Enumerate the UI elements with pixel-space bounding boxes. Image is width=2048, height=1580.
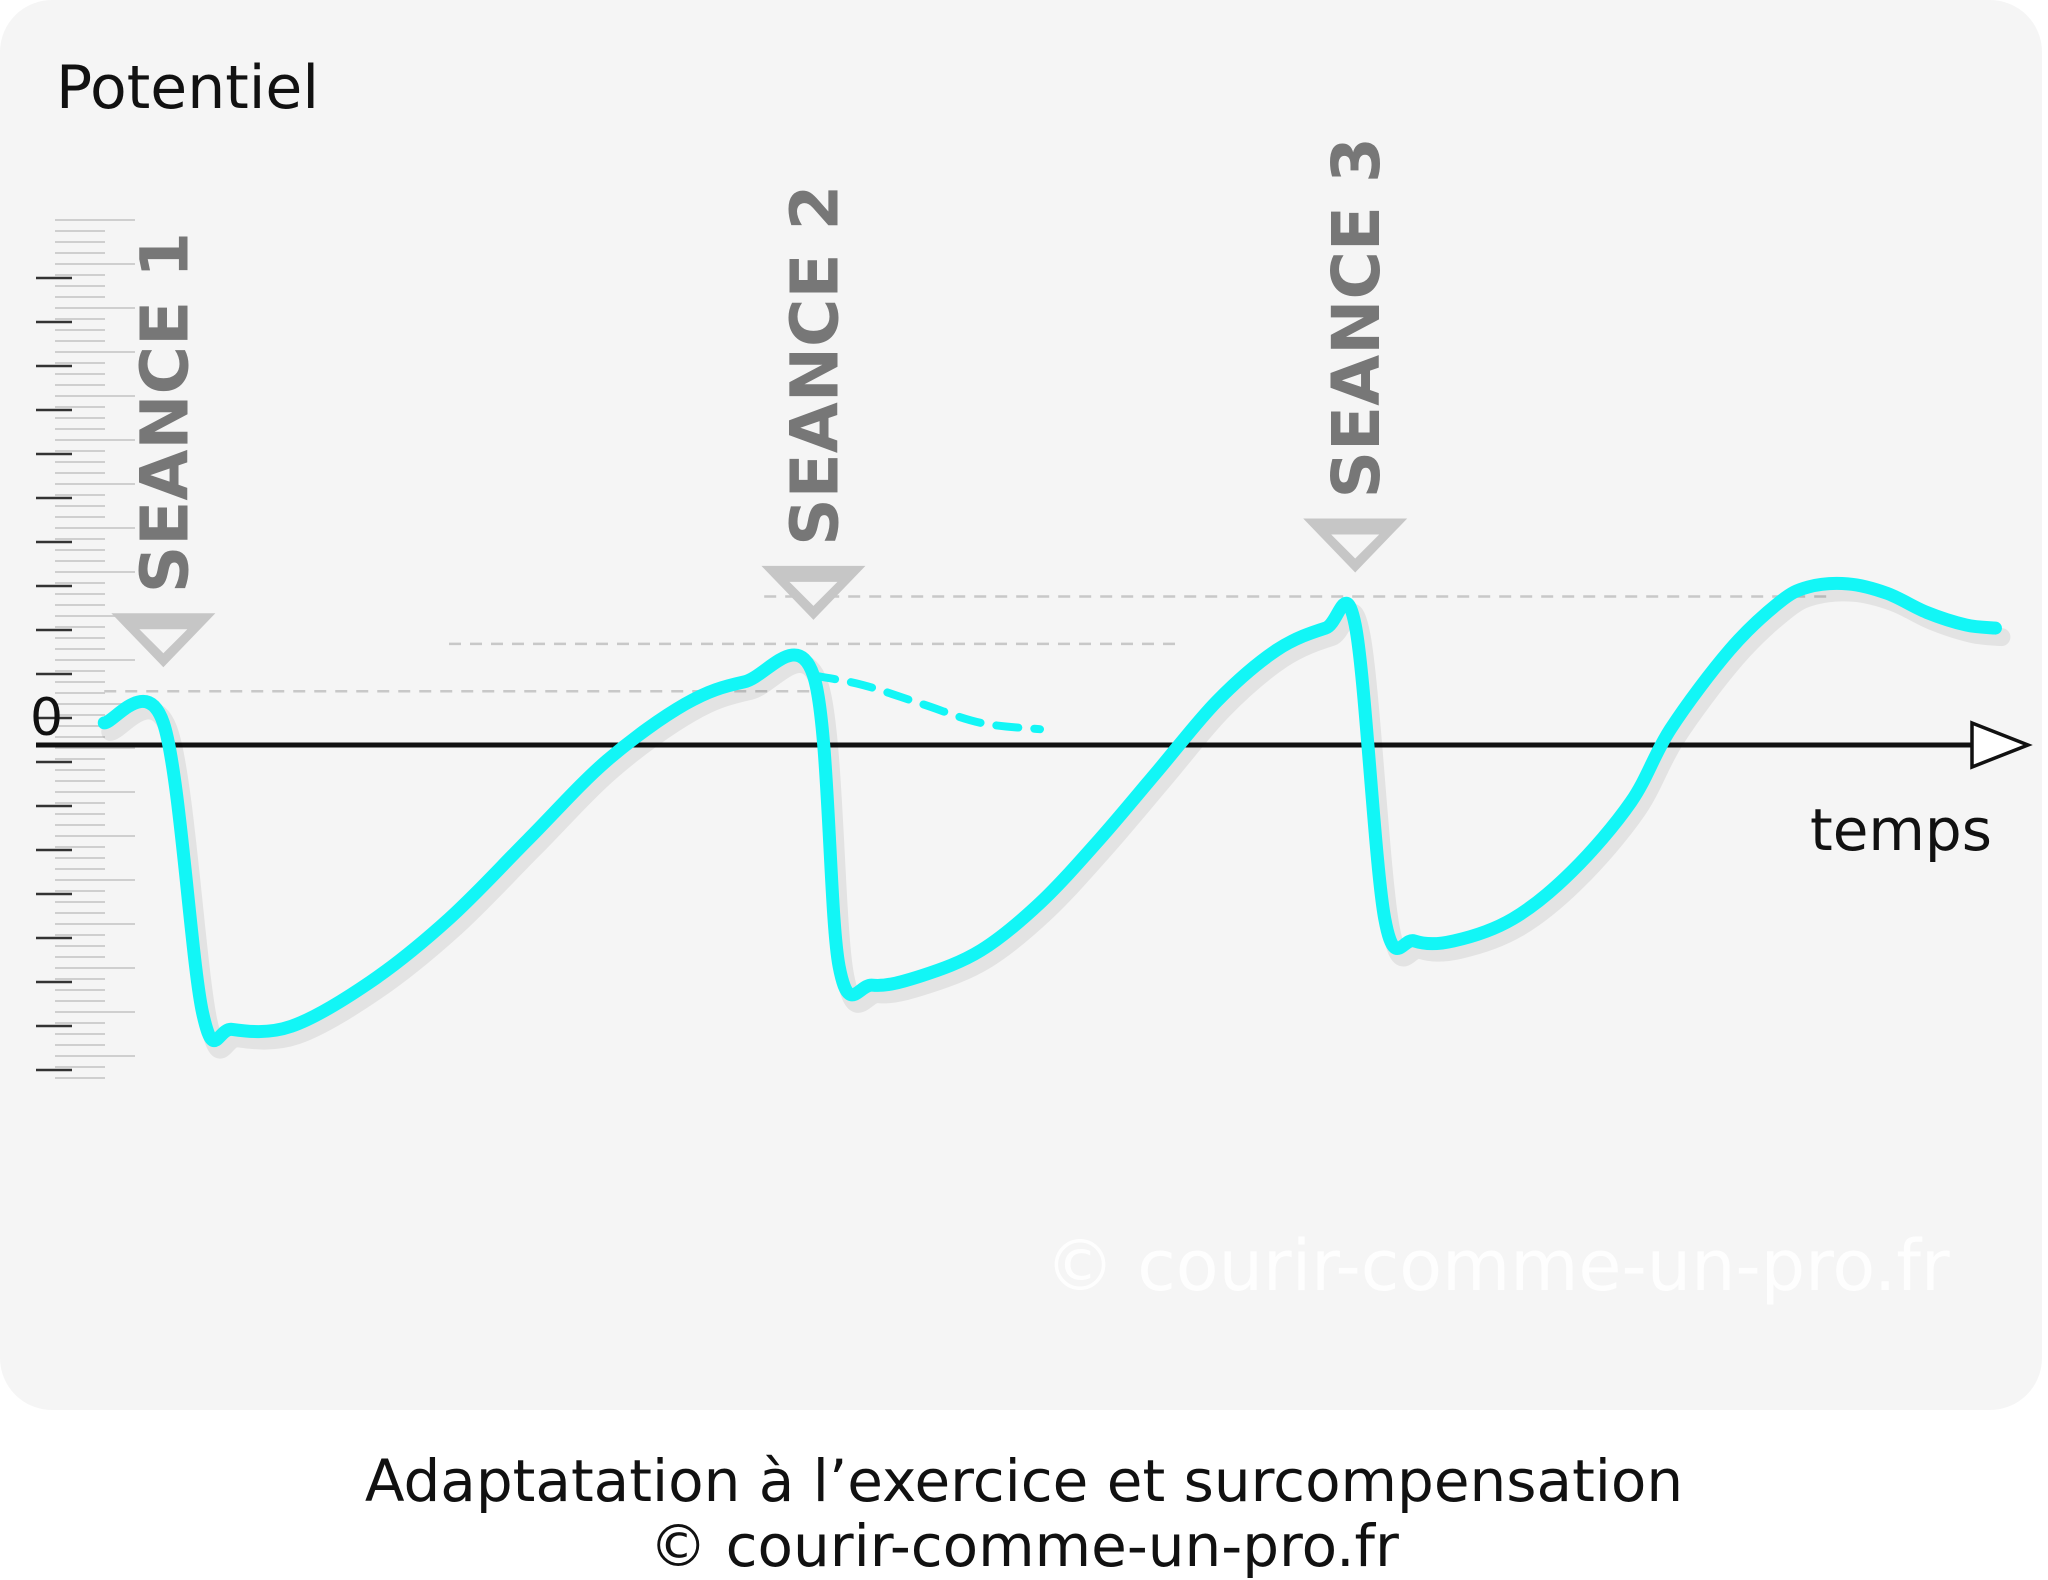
curve-group — [97, 576, 2011, 1059]
session-triangle-inner — [1331, 534, 1380, 559]
session-label: SEANCE 1 — [126, 232, 203, 593]
curve-shadow — [101, 583, 2011, 1059]
y-ruler — [36, 219, 135, 1079]
session-triangle-inner — [789, 581, 838, 606]
session-label: SEANCE 3 — [1318, 137, 1395, 498]
y-axis-label: Potentiel — [56, 53, 319, 123]
watermark: © courir-comme-un-pro.fr — [1045, 1225, 1950, 1307]
session-triangle-inner — [139, 629, 188, 654]
zero-label: 0 — [30, 688, 63, 748]
x-axis-arrow-icon — [1970, 720, 2033, 770]
caption-copyright: © courir-comme-un-pro.fr — [649, 1512, 1399, 1580]
session-markers: SEANCE 1 SEANCE 2 SEANCE 3 — [111, 137, 1408, 668]
reference-lines — [104, 595, 1828, 693]
chart-svg: © courir-comme-un-pro.fr SEANCE 1 SEANCE … — [30, 53, 2033, 1307]
session-label: SEANCE 2 — [776, 185, 853, 546]
series-line — [97, 576, 2002, 1047]
caption-title: Adaptatation à l’exercice et surcompensa… — [364, 1447, 1684, 1515]
chart-panel — [0, 0, 2042, 1410]
x-axis — [36, 720, 2033, 770]
series-line-dashed — [809, 671, 1044, 734]
x-axis-label: temps — [1810, 796, 1992, 864]
